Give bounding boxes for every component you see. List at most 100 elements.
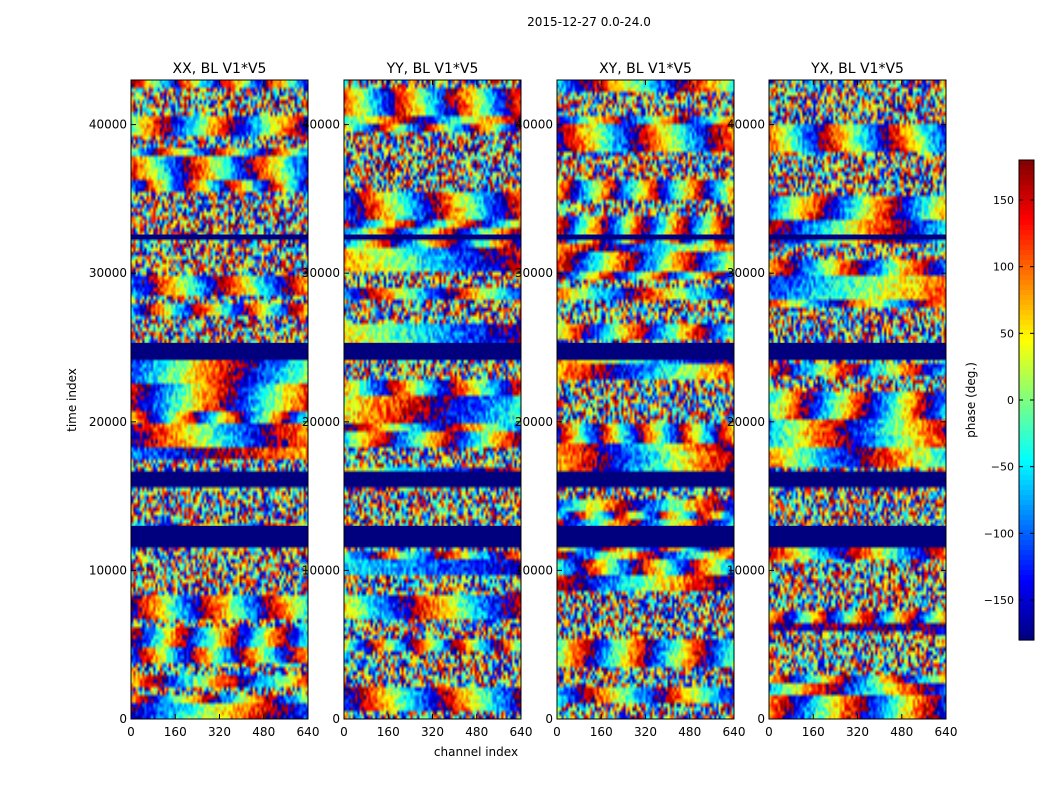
colorbar-segment [1019,240,1034,246]
colorbar-segment [1019,550,1034,556]
colorbar-segment [1019,380,1034,386]
x-tick-label: 160 [590,725,613,739]
colorbar-segment [1019,495,1034,501]
flagged-band [131,343,308,360]
colorbar-segment [1019,470,1034,476]
colorbar-tick-label: −150 [984,594,1014,607]
x-tick-label: 640 [510,725,533,739]
colorbar-segment [1019,250,1034,256]
colorbar-segment [1019,320,1034,326]
colorbar-segment [1019,530,1034,536]
panel-1: XX, BL V1*V5 0 160 320 480 640 0 10000 20000 3000… [89,61,320,739]
figure-suptitle: 2015-12-27 0.0-24.0 [527,15,651,29]
y-tick-label: 30000 [727,266,765,280]
y-tick-label: 20000 [515,415,553,429]
colorbar-segment [1019,450,1034,456]
flagged-band [131,472,308,486]
y-tick-label: 40000 [515,118,553,132]
colorbar-segment [1019,235,1034,241]
flagged-band [557,525,734,547]
colorbar-segment [1019,200,1034,206]
colorbar-segment [1019,180,1034,186]
x-tick-label: 320 [846,725,869,739]
colorbar-segment [1019,305,1034,311]
panel-title: XX, BL V1*V5 [173,61,267,77]
colorbar-segment [1019,245,1034,251]
colorbar-segment [1019,310,1034,316]
x-tick-label: 320 [421,725,444,739]
colorbar-segment [1019,435,1034,441]
colorbar-segment [1019,485,1034,491]
phase-image [344,80,521,719]
colorbar-segment [1019,230,1034,236]
colorbar-segment [1019,455,1034,461]
colorbar-segment [1019,590,1034,596]
colorbar-segment [1019,460,1034,466]
colorbar-segment [1019,635,1034,641]
x-tick-label: 160 [377,725,400,739]
colorbar-segment [1019,515,1034,521]
colorbar-segment [1019,405,1034,411]
colorbar-segment [1019,325,1034,331]
colorbar-segment [1019,220,1034,226]
panel-title: YX, BL V1*V5 [810,61,904,77]
colorbar-segment [1019,275,1034,281]
y-tick-label: 40000 [89,118,127,132]
colorbar-segment [1019,265,1034,271]
colorbar-segment [1019,525,1034,531]
colorbar-segment [1019,385,1034,391]
flagged-band [344,525,521,547]
colorbar-segment [1019,340,1034,346]
flagged-band [557,472,734,486]
x-tick-label: 0 [127,725,135,739]
y-axis-label: time index [65,368,79,432]
colorbar-segment [1019,255,1034,261]
colorbar-segment [1019,510,1034,516]
colorbar-segment [1019,570,1034,576]
colorbar-segment [1019,300,1034,306]
colorbar-segment [1019,500,1034,506]
panel-title: XY, BL V1*V5 [599,61,692,77]
phase-image [769,80,946,719]
colorbar-segment [1019,575,1034,581]
colorbar-tick-label: 150 [993,194,1014,207]
panel-4: YX, BL V1*V5 0 160 320 480 640 0 10000 20000 3000… [727,61,958,739]
x-axis-label: channel index [434,745,518,759]
y-tick-label: 0 [545,712,553,726]
colorbar-segment [1019,420,1034,426]
y-tick-label: 20000 [89,415,127,429]
flagged-band [769,525,946,547]
flagged-band [557,343,734,360]
flagged-band [344,343,521,360]
colorbar-segment [1019,210,1034,216]
colorbar-label: phase (deg.) [964,362,978,438]
colorbar-segment [1019,355,1034,361]
colorbar-segment [1019,610,1034,616]
colorbar-segment [1019,285,1034,291]
colorbar-segment [1019,415,1034,421]
y-tick-label: 20000 [727,415,765,429]
flagged-band [557,234,734,240]
colorbar-segment [1019,170,1034,176]
x-tick-label: 160 [802,725,825,739]
colorbar-tick-label: −100 [984,527,1014,540]
colorbar-segment [1019,475,1034,481]
colorbar-segment [1019,625,1034,631]
colorbar-segment [1019,535,1034,541]
colorbar-segment [1019,490,1034,496]
colorbar-segment [1019,400,1034,406]
y-tick-label: 30000 [302,266,340,280]
x-tick-label: 0 [340,725,348,739]
colorbar-segment [1019,190,1034,196]
colorbar-segment [1019,465,1034,471]
y-tick-label: 0 [757,712,765,726]
colorbar-segment [1019,335,1034,341]
colorbar-segment [1019,630,1034,636]
x-tick-label: 640 [935,725,958,739]
colorbar-segment [1019,175,1034,181]
colorbar-segment [1019,445,1034,451]
colorbar-segment [1019,165,1034,171]
x-tick-label: 480 [678,725,701,739]
colorbar-segment [1019,290,1034,296]
